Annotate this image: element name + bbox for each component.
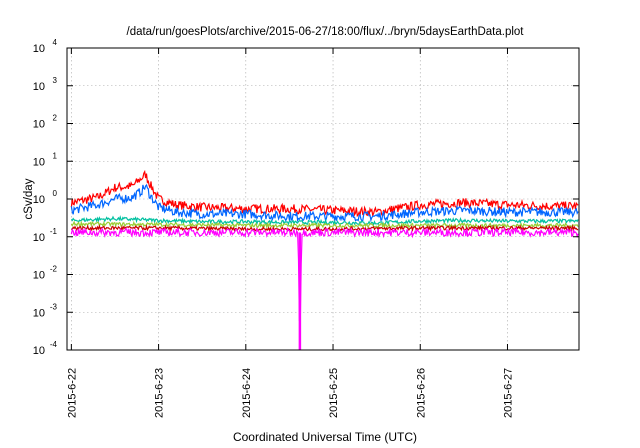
x-tick-label: 2015-6-24 [241,368,253,418]
series-group [70,169,579,350]
y-tick-exponent: -3 [50,302,58,311]
x-tick-label: 2015-6-22 [66,368,78,418]
series-line [70,226,579,323]
series-line [70,183,579,223]
y-tick-exponent: 0 [53,189,58,198]
y-tick-exponent: 2 [53,114,58,123]
chart-title: /data/run/goesPlots/archive/2015-06-27/1… [127,26,525,38]
y-tick-exponent: -4 [50,340,58,349]
y-tick-exponent: 1 [53,151,58,160]
y-tick-label: 10 [33,270,45,282]
x-tick-label: 2015-6-23 [154,368,166,418]
y-tick-label: 10 [33,43,45,55]
grid [67,47,579,351]
x-tick-label: 2015-6-25 [328,368,340,418]
y-tick-label: 10 [33,232,45,244]
y-axis: 10 4 10 3 10 2 10 1 10 0 10 -1 10 -2 10 -3 10 -4 [33,38,579,357]
y-tick-label: 10 [33,156,45,168]
x-tick-label: 2015-6-27 [502,368,514,418]
y-axis-label: cSv/day [23,178,35,219]
x-tick-label: 2015-6-26 [415,368,427,418]
y-tick-exponent: -2 [50,265,58,274]
y-tick-label: 10 [33,81,45,93]
y-tick-label: 10 [33,119,45,131]
y-tick-label: 10 [33,307,45,319]
y-tick-exponent: -1 [50,227,58,236]
x-axis-label: Coordinated Universal Time (UTC) [233,430,417,444]
x-axis: 2015-6-22 2015-6-23 2015-6-24 2015-6-25 2015… [66,48,514,418]
series-line [70,169,579,218]
series-line [70,220,579,230]
y-tick-label: 10 [33,345,45,357]
y-tick-exponent: 4 [53,38,58,47]
y-tick-exponent: 3 [53,76,58,85]
series-line [70,215,579,227]
series-line [71,223,579,233]
y-tick-label: 10 [33,194,45,206]
